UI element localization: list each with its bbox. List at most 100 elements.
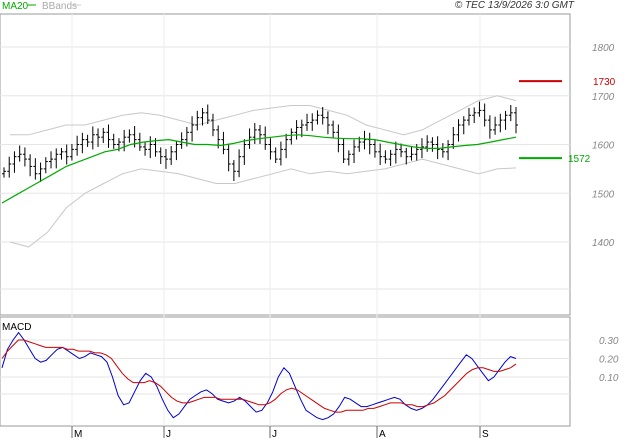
ohlc-bar — [409, 146, 414, 161]
ohlc-bar — [158, 147, 163, 164]
ohlc-bar — [310, 113, 315, 131]
price-panel-frame — [0, 13, 571, 316]
ohlc-bar — [399, 143, 404, 158]
ohlc-bar — [111, 133, 116, 149]
ohlc-bar — [80, 132, 85, 154]
ohlc-bar — [404, 147, 409, 165]
ohlc-bar — [2, 167, 6, 178]
ohlc-bar — [367, 132, 372, 155]
price-y-tick-label: 1800 — [592, 43, 615, 54]
macd-lines — [1, 331, 517, 421]
macd-y-tick-label: 0.10 — [599, 373, 619, 384]
ohlc-bar — [425, 135, 430, 152]
ohlc-bar — [482, 103, 487, 127]
ohlc-bar — [414, 144, 419, 161]
ohlc-bar — [22, 147, 27, 167]
ohlc-bar — [466, 107, 471, 126]
ohlc-bar — [487, 115, 492, 139]
macd-gridlines — [0, 339, 570, 395]
ohlc-bar — [137, 132, 142, 151]
macd-signal-line — [1, 339, 517, 413]
ohlc-bar — [378, 143, 383, 165]
ohlc-bar — [75, 135, 80, 156]
x-tick-label: M — [74, 429, 82, 440]
ma20-path — [1, 134, 517, 204]
ohlc-bar — [284, 133, 289, 159]
ohlc-bar — [514, 106, 518, 134]
x-tick-label: S — [482, 429, 489, 440]
ohlc-bar — [247, 128, 252, 149]
ohlc-bar — [305, 113, 310, 131]
ma20-line — [1, 134, 517, 204]
ohlc-bar — [101, 127, 106, 144]
ohlc-bar — [435, 136, 440, 160]
ohlc-bar — [33, 158, 38, 180]
x-tick-label: J — [272, 429, 277, 440]
ohlc-bar — [69, 144, 74, 161]
ohlc-bar — [226, 143, 231, 172]
ohlc-bar — [54, 148, 59, 169]
price-y-tick-label: 1600 — [592, 141, 615, 152]
ohlc-bar — [64, 144, 69, 165]
ohlc-bar — [388, 149, 393, 166]
price-y-tick-label: 1400 — [592, 238, 615, 249]
ohlc-bar — [127, 129, 132, 143]
ma20-last-label: 1572 — [568, 154, 591, 165]
ohlc-bar — [242, 139, 247, 165]
ohlc-bar — [294, 120, 299, 140]
level-1730-label: 1730 — [593, 77, 616, 88]
ohlc-bar — [122, 129, 127, 152]
ohlc-bar — [383, 150, 388, 164]
ohlc-bar — [362, 130, 367, 150]
macd-line — [1, 331, 517, 421]
macd-y-ticks: 0.10 0.20 0.30 — [599, 336, 619, 384]
ohlc-bar — [320, 106, 325, 125]
ohlc-bar — [85, 134, 90, 147]
ohlc-bar — [28, 154, 33, 177]
ohlc-bar — [59, 147, 64, 160]
ohlc-bar — [106, 124, 111, 148]
x-tick-label: A — [379, 429, 386, 440]
price-y-tick-label: 1500 — [592, 189, 615, 200]
ohlc-bar — [205, 104, 210, 125]
ohlc-bar — [503, 110, 508, 130]
ohlc-bar — [200, 107, 205, 126]
ohlc-bar — [221, 131, 226, 155]
ohlc-bar — [90, 126, 95, 150]
x-tick-label: J — [166, 429, 171, 440]
ohlc-bar — [393, 141, 398, 164]
bband-upper — [10, 95, 517, 136]
ohlc-bar — [472, 107, 477, 124]
legend-bbands: BBands — [42, 1, 77, 12]
ohlc-bar — [341, 138, 346, 164]
ohlc-bar — [430, 137, 435, 152]
macd-y-tick-label: 0.30 — [599, 336, 619, 347]
ohlc-bar — [352, 139, 357, 164]
ohlc-bar — [148, 136, 153, 159]
ohlc-bar — [12, 151, 17, 173]
price-y-tick-label: 1700 — [592, 92, 615, 103]
ohlc-bar — [372, 139, 377, 158]
ohlc-bar — [456, 119, 461, 142]
ohlc-bars — [2, 101, 518, 183]
macd-y-tick-label: 0.20 — [599, 355, 619, 366]
ohlc-bar — [174, 140, 179, 161]
legend-ma20: MA20 — [2, 1, 29, 12]
ohlc-bar — [258, 125, 262, 145]
price-annotations: 1730 1572 — [519, 77, 616, 165]
ohlc-bar — [43, 157, 48, 174]
ohlc-bar — [446, 140, 451, 161]
ohlc-bar — [17, 145, 22, 162]
ohlc-bar — [210, 113, 215, 137]
ohlc-bar — [163, 148, 168, 169]
price-y-ticks: 1400 1500 1600 1700 1800 — [592, 43, 615, 249]
ohlc-bar — [169, 145, 174, 165]
ohlc-bar — [289, 128, 294, 145]
copyright: © TEC 13/9/2026 3:0 GMT — [455, 0, 575, 11]
ohlc-bar — [96, 128, 101, 147]
ohlc-bar — [38, 162, 43, 183]
ohlc-bar — [268, 138, 273, 160]
macd-title: MACD — [2, 322, 31, 333]
